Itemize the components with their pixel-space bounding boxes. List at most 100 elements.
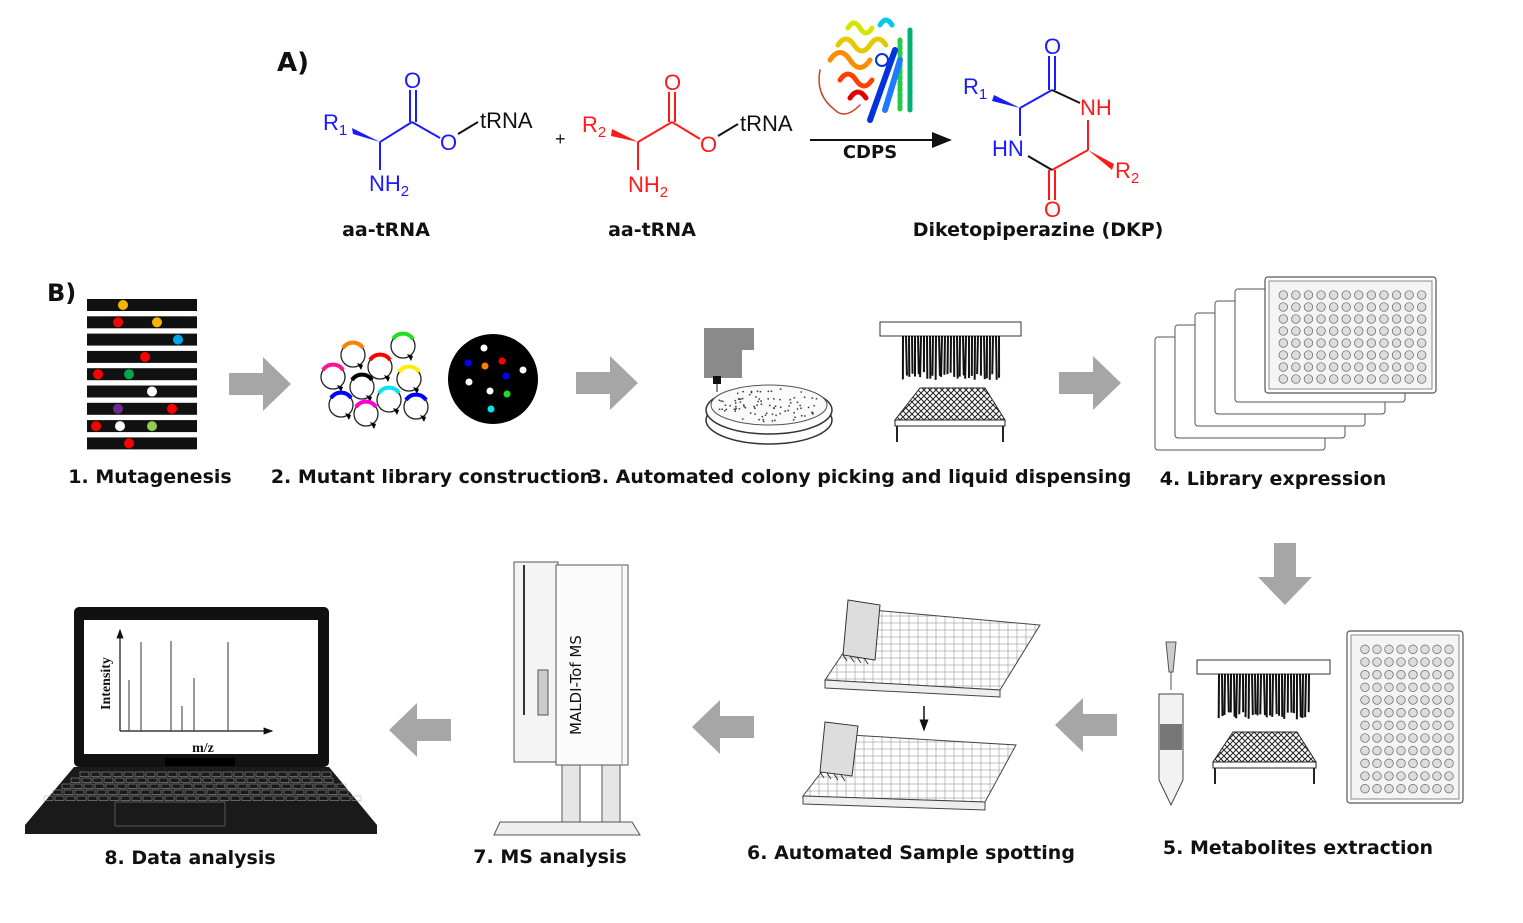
mutation-dot <box>113 403 123 414</box>
mutation-dot <box>124 438 134 449</box>
colony-dot <box>498 357 506 365</box>
colony-dot <box>480 344 488 352</box>
plasmid-library-icon <box>320 331 429 429</box>
mutation-dot <box>93 369 103 380</box>
mutation-dot <box>173 334 183 345</box>
dkp-oxygen-bottom: O <box>1044 197 1061 222</box>
reactant-1-caption: aa-tRNA <box>342 219 430 241</box>
dna-sequence-bar <box>87 437 197 450</box>
dna-sequence-bar <box>87 385 197 398</box>
amine-group: NH2 <box>369 171 409 200</box>
colony-dot <box>464 359 472 367</box>
dkp-nh: NH <box>1080 95 1112 120</box>
extraction-tube-icon <box>1158 641 1184 807</box>
reactant-2-structure: R2 O O tRNA NH2 <box>582 70 793 201</box>
step-6-label: 6. Automated Sample spotting <box>747 842 1075 864</box>
step-2-label: 2. Mutant library construction <box>271 466 593 488</box>
dna-sequence-bar <box>87 333 197 346</box>
trna-label: tRNA <box>740 111 793 136</box>
mutation-dot <box>91 421 101 432</box>
mass-spectrum-plot: Intensity m/z <box>99 628 274 756</box>
arrow-left-icon <box>389 703 451 757</box>
step-4-label: 4. Library expression <box>1160 468 1387 490</box>
colony-dot <box>465 378 473 386</box>
instrument-label: MALDI-Tof MS <box>567 635 585 735</box>
arrow-right-icon <box>576 356 638 410</box>
dna-sequence-bar <box>87 420 197 433</box>
step-7-label: 7. MS analysis <box>473 846 626 868</box>
trna-label: tRNA <box>480 108 533 133</box>
plasmid-icon <box>328 390 354 420</box>
carbonyl-oxygen: O <box>664 70 681 95</box>
dkp-r2: R2 <box>1115 158 1139 187</box>
dkp-hn: HN <box>992 136 1024 161</box>
step-3-label: 3. Automated colony picking and liquid d… <box>589 466 1132 488</box>
step-8-label: 8. Data analysis <box>104 847 275 869</box>
mutation-dot <box>147 421 157 432</box>
mutation-dot <box>115 421 125 432</box>
ester-oxygen: O <box>700 132 717 157</box>
reactant-1-structure: R1 O O tRNA NH2 <box>323 68 533 200</box>
plasmid-icon <box>396 364 422 394</box>
amine-group: NH2 <box>628 172 668 201</box>
mutation-dot <box>147 386 157 397</box>
plus-sign: + <box>555 129 566 149</box>
liquid-dispenser-icon <box>879 321 1022 442</box>
96-well-plate <box>1264 276 1437 394</box>
mutagenesis-sequences-icon <box>87 299 197 450</box>
step-1-label: 1. Mutagenesis <box>68 466 231 488</box>
colony-dot <box>503 390 511 398</box>
mutation-dot <box>118 300 128 310</box>
panel-b-label: B) <box>47 279 76 307</box>
colony-dot <box>502 372 510 380</box>
laptop-icon <box>25 607 377 834</box>
plasmid-icon <box>403 392 429 422</box>
colony-plate-icon <box>448 334 538 424</box>
plasmid-icon <box>376 385 402 415</box>
dkp-structure: R1 O NH R2 O HN <box>963 34 1139 222</box>
plasmid-icon <box>390 331 416 361</box>
96-well-plate-icon <box>1346 630 1464 804</box>
dna-sequence-bar <box>87 299 197 311</box>
ester-oxygen: O <box>440 130 457 155</box>
reactant-2-caption: aa-tRNA <box>608 219 696 241</box>
colony-dot <box>487 405 495 413</box>
step-5-label: 5. Metabolites extraction <box>1163 837 1433 859</box>
arrow-left-icon <box>1055 698 1117 752</box>
mutation-dot <box>167 403 177 414</box>
dkp-oxygen-top: O <box>1044 34 1061 59</box>
r2-group: R2 <box>582 112 606 141</box>
panel-a-label: A) <box>277 48 309 78</box>
plasmid-icon <box>340 340 366 370</box>
mutation-dot <box>140 351 150 362</box>
dna-sequence-bar <box>87 402 197 415</box>
cdps-protein-structure-icon <box>818 17 913 123</box>
colony-dot <box>481 362 489 370</box>
spectrum-x-label: m/z <box>192 741 214 756</box>
carbonyl-oxygen: O <box>404 68 421 93</box>
plasmid-icon <box>353 399 379 429</box>
colony-dot <box>486 387 494 395</box>
maldi-tof-instrument-icon: MALDI-Tof MS <box>493 561 641 836</box>
dna-sequence-bar <box>87 316 197 329</box>
mutation-dot <box>113 317 123 328</box>
arrow-right-icon <box>1059 356 1121 410</box>
arrow-down-icon <box>1258 543 1312 605</box>
liquid-dispenser-icon <box>1196 659 1331 784</box>
colony-dot <box>519 366 527 374</box>
arrow-left-icon <box>692 700 754 754</box>
microplate-stack-icon <box>1154 276 1437 451</box>
plasmid-icon <box>367 352 393 382</box>
mutation-dot <box>124 369 134 380</box>
sample-spotting-icon <box>802 599 1041 811</box>
product-caption: Diketopiperazine (DKP) <box>913 219 1164 241</box>
dkp-r1: R1 <box>963 74 987 103</box>
colony-picker-icon <box>704 328 833 445</box>
plasmid-icon <box>320 362 346 392</box>
r1-group: R1 <box>323 110 347 139</box>
spectrum-y-label: Intensity <box>99 657 114 710</box>
mutation-dot <box>152 317 162 328</box>
plasmid-icon <box>349 372 375 402</box>
